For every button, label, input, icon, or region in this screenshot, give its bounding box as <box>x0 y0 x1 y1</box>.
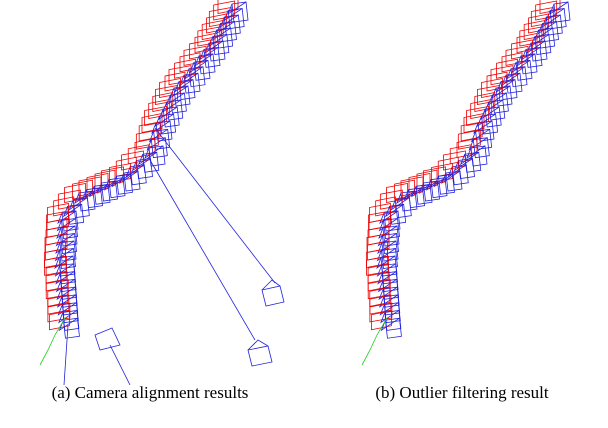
camera-frustum-red <box>438 157 458 176</box>
camera-frustum-blue <box>461 152 479 164</box>
camera-frustum-red <box>73 180 93 199</box>
camera-frustum-blue <box>539 28 555 48</box>
camera-frustum-blue <box>512 60 530 72</box>
camera-frustum-blue <box>217 28 233 48</box>
camera-frustum-blue <box>209 41 225 61</box>
camera-frustum-blue <box>98 181 116 193</box>
caption: (b) Outlier filtering result <box>375 383 549 402</box>
camera-frustum-blue <box>517 54 535 66</box>
camera-frustum-blue <box>139 152 157 164</box>
figure: (a) Camera alignment results (b) Outlier… <box>0 0 608 428</box>
camera-frustum-blue <box>502 73 520 85</box>
outlier-frustum <box>248 340 268 350</box>
camera-frustum-blue <box>180 73 198 85</box>
camera-frustum-blue <box>185 67 203 79</box>
outlier-line <box>150 160 255 340</box>
page: (a) Camera alignment results (b) Outlier… <box>0 0 608 428</box>
camera-frustum-red <box>395 180 415 199</box>
camera-frustum-blue <box>455 159 473 171</box>
camera-frustum-blue <box>386 204 404 216</box>
camera-frustum-blue <box>507 67 525 79</box>
outlier-line <box>155 128 275 283</box>
camera-frustum-blue <box>120 171 138 183</box>
camera-frustum-blue <box>200 47 218 59</box>
outlier-frustum <box>262 280 280 290</box>
trajectory-green <box>40 318 65 365</box>
outlier-frustum <box>262 286 284 306</box>
camera-frustum-blue <box>228 9 244 29</box>
camera-frustum-blue <box>64 204 82 216</box>
camera-frustum-blue <box>75 191 93 203</box>
outlier-line <box>110 345 130 385</box>
subfigure-b <box>362 0 570 365</box>
camera-frustum-red <box>116 157 136 176</box>
camera-frustum-blue <box>133 159 151 171</box>
caption: (a) Camera alignment results <box>52 383 249 402</box>
camera-frustum-blue <box>195 54 213 66</box>
camera-frustum-blue <box>531 41 547 61</box>
camera-frustum-blue <box>397 191 415 203</box>
camera-frustum-blue <box>522 47 540 59</box>
camera-frustum-blue <box>550 9 566 29</box>
outlier-frustum <box>248 346 272 366</box>
outlier-frustum <box>95 328 120 350</box>
camera-frustum-blue <box>420 181 438 193</box>
subfigure-a <box>40 0 284 385</box>
trajectory-green <box>362 318 387 365</box>
camera-frustum-blue <box>442 171 460 183</box>
camera-frustum-blue <box>190 60 208 72</box>
